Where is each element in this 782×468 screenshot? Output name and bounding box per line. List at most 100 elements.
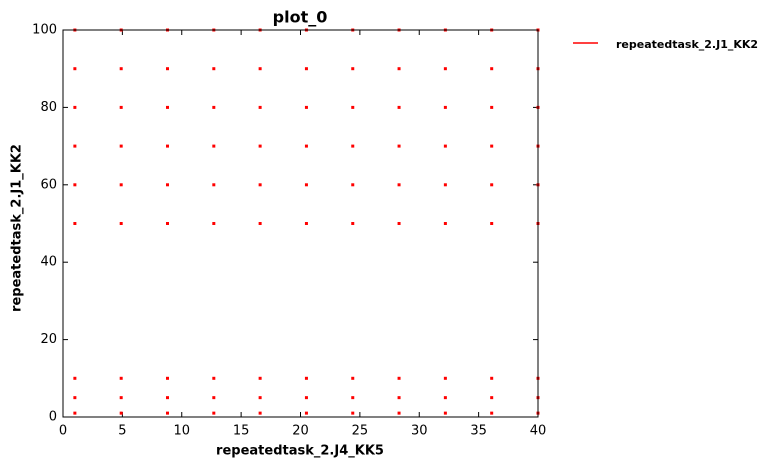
point bbox=[166, 183, 169, 187]
point bbox=[212, 411, 216, 415]
x-tick-label: 5 bbox=[118, 424, 126, 439]
x-tick-label: 40 bbox=[530, 424, 547, 439]
point bbox=[73, 411, 77, 415]
point bbox=[490, 67, 494, 71]
point bbox=[351, 183, 355, 187]
y-tick-label: 40 bbox=[40, 255, 57, 270]
point bbox=[397, 144, 401, 148]
point bbox=[490, 144, 494, 148]
point bbox=[258, 222, 262, 225]
point bbox=[258, 67, 262, 71]
chart-title: plot_0 bbox=[273, 8, 328, 27]
point bbox=[443, 144, 447, 148]
point bbox=[166, 67, 169, 71]
y-tick-label: 0 bbox=[49, 410, 57, 425]
y-tick-label: 20 bbox=[40, 332, 57, 347]
point bbox=[490, 411, 494, 415]
point bbox=[397, 222, 401, 225]
point bbox=[397, 183, 401, 187]
point bbox=[119, 376, 123, 380]
point bbox=[443, 183, 447, 187]
point bbox=[212, 144, 216, 148]
point bbox=[73, 183, 77, 187]
point bbox=[73, 67, 77, 71]
point bbox=[443, 411, 447, 415]
point bbox=[304, 105, 308, 109]
point bbox=[212, 376, 216, 380]
point bbox=[351, 376, 355, 380]
point bbox=[397, 411, 401, 415]
point bbox=[490, 183, 494, 187]
point bbox=[258, 105, 262, 109]
point bbox=[119, 411, 123, 415]
point bbox=[166, 396, 169, 400]
point bbox=[119, 144, 123, 148]
point bbox=[212, 183, 216, 187]
x-tick-label: 30 bbox=[411, 424, 428, 439]
point bbox=[212, 222, 216, 225]
point bbox=[212, 105, 216, 109]
point bbox=[166, 411, 169, 415]
point bbox=[490, 105, 494, 109]
point bbox=[443, 376, 447, 380]
point bbox=[397, 105, 401, 109]
point bbox=[397, 396, 401, 400]
point bbox=[304, 183, 308, 187]
point bbox=[212, 67, 216, 71]
x-tick-label: 15 bbox=[233, 424, 250, 439]
point bbox=[119, 396, 123, 400]
point bbox=[166, 105, 169, 109]
point bbox=[351, 396, 355, 400]
point bbox=[258, 411, 262, 415]
point bbox=[443, 396, 447, 400]
point bbox=[304, 411, 308, 415]
point bbox=[351, 67, 355, 71]
point bbox=[351, 144, 355, 148]
x-tick-label: 20 bbox=[292, 424, 309, 439]
point bbox=[490, 396, 494, 400]
point bbox=[443, 222, 447, 225]
point bbox=[119, 183, 123, 187]
plot-frame bbox=[62, 29, 539, 418]
x-tick-label: 10 bbox=[173, 424, 190, 439]
y-tick-label: 80 bbox=[40, 100, 57, 115]
x-axis-label: repeatedtask_2.J4_KK5 bbox=[216, 444, 384, 459]
point bbox=[304, 67, 308, 71]
legend-label: repeatedtask_2.J1_KK2 bbox=[616, 38, 758, 51]
point bbox=[304, 222, 308, 225]
y-axis-label: repeatedtask_2.J1_KK2 bbox=[10, 144, 25, 312]
point bbox=[73, 376, 77, 380]
point bbox=[443, 67, 447, 71]
point bbox=[258, 396, 262, 400]
y-tick-label: 100 bbox=[32, 23, 57, 38]
point bbox=[258, 376, 262, 380]
point bbox=[166, 222, 169, 225]
x-tick-label: 35 bbox=[470, 424, 487, 439]
point bbox=[258, 144, 262, 148]
point bbox=[443, 105, 447, 109]
point bbox=[490, 376, 494, 380]
point bbox=[212, 396, 216, 400]
point bbox=[258, 183, 262, 187]
point bbox=[351, 105, 355, 109]
y-tick-label: 60 bbox=[40, 177, 57, 192]
point bbox=[73, 105, 77, 109]
point bbox=[119, 222, 123, 225]
point bbox=[73, 396, 77, 400]
point bbox=[397, 376, 401, 380]
point bbox=[351, 411, 355, 415]
point bbox=[119, 105, 123, 109]
x-tick-label: 25 bbox=[352, 424, 369, 439]
point bbox=[73, 222, 77, 225]
point bbox=[304, 376, 308, 380]
point bbox=[490, 222, 494, 225]
point bbox=[351, 222, 355, 225]
point bbox=[304, 396, 308, 400]
x-tick-label: 0 bbox=[59, 424, 67, 439]
point bbox=[119, 67, 123, 71]
point bbox=[73, 144, 77, 148]
point bbox=[304, 144, 308, 148]
point bbox=[166, 376, 169, 380]
